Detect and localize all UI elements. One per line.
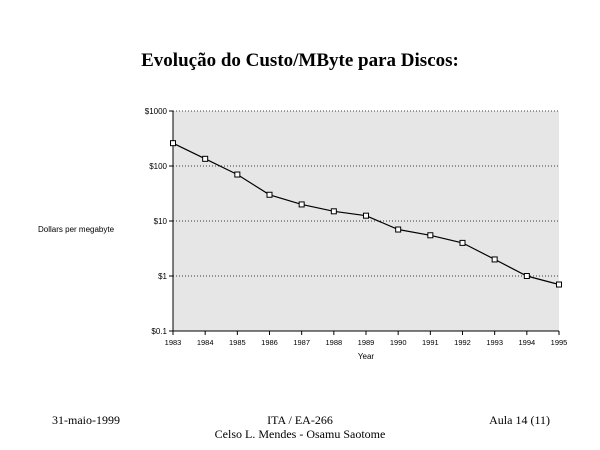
- data-point: [202, 155, 209, 162]
- data-point: [395, 226, 402, 233]
- footer-lesson: Aula 14 (11): [489, 413, 550, 427]
- x-tick-label: 1993: [486, 338, 503, 347]
- footer-authors: Celso L. Mendes - Osamu Saotome: [214, 427, 386, 441]
- data-point: [491, 256, 498, 263]
- y-tick-label: $1000: [145, 107, 168, 116]
- x-axis-label: Year: [358, 352, 375, 361]
- data-point: [330, 208, 337, 215]
- data-point: [170, 140, 176, 147]
- grid-lines: [173, 110, 559, 277]
- y-tick-label: $1: [158, 272, 167, 281]
- footer-center: ITA / EA-266 Celso L. Mendes - Osamu Sao…: [0, 413, 600, 441]
- x-tick-label: 1992: [454, 338, 471, 347]
- x-tick-label: 1995: [551, 338, 568, 347]
- x-tick-label: 1983: [165, 338, 182, 347]
- data-point: [427, 232, 434, 239]
- x-tick-label: 1990: [390, 338, 407, 347]
- x-tick-label: 1985: [229, 338, 246, 347]
- series-markers: [170, 140, 562, 288]
- y-tick-label: $100: [149, 162, 167, 171]
- x-tick-label: 1994: [518, 338, 535, 347]
- data-point: [266, 191, 273, 198]
- data-point: [298, 201, 305, 208]
- data-point: [363, 212, 369, 219]
- footer-course: ITA / EA-266: [267, 413, 333, 427]
- x-tick-label: 1991: [422, 338, 439, 347]
- x-tick-label: 1988: [325, 338, 342, 347]
- data-point: [459, 239, 466, 246]
- data-point: [234, 171, 241, 178]
- footer-date: 31-maio-1999: [52, 413, 120, 427]
- x-tick-label: 1989: [358, 338, 375, 347]
- data-point: [556, 281, 562, 288]
- x-axis-ticks: 1983 1984 1985 1986 1987 1988 1989 1990 1991 1992…: [165, 331, 568, 347]
- x-tick-label: 1984: [197, 338, 214, 347]
- y-axis-ticks: $1000 $100 $10 $1 $0.1: [145, 107, 173, 336]
- data-point: [523, 273, 530, 279]
- x-tick-label: 1987: [293, 338, 310, 347]
- y-tick-label: $0.1: [151, 327, 167, 336]
- y-axis-label: Dollars per megabyte: [38, 225, 115, 234]
- y-tick-label: $10: [154, 217, 168, 226]
- x-tick-label: 1986: [261, 338, 278, 347]
- slide-title: Evolução do Custo/MByte para Discos:: [141, 50, 459, 71]
